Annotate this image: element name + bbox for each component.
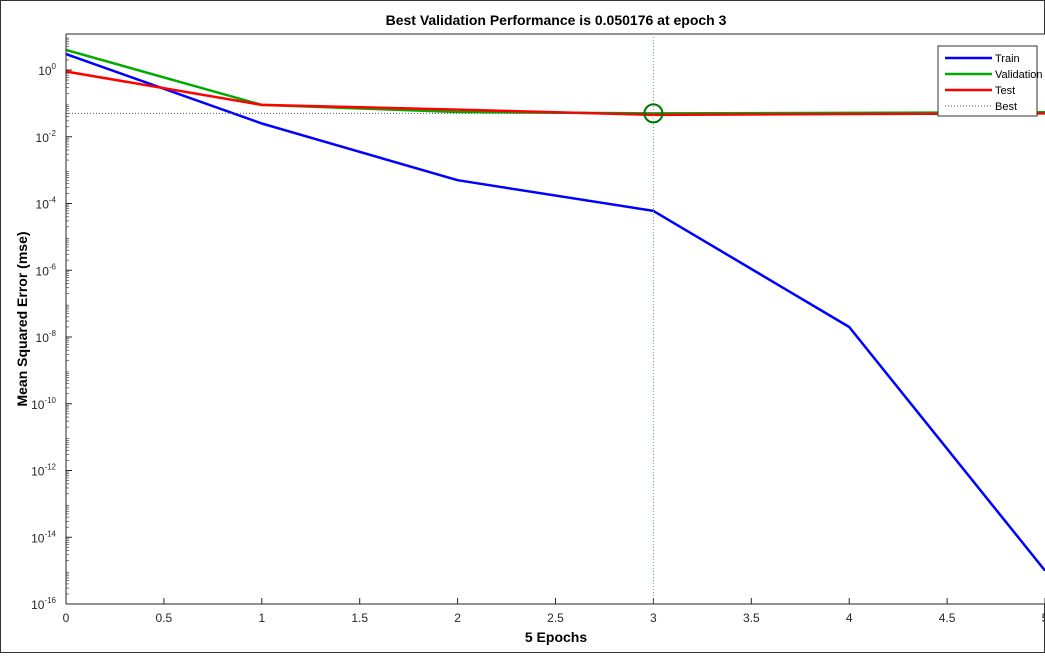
y-tick-label: 100 [38, 62, 56, 78]
y-axis-label: Mean Squared Error (mse) [14, 231, 30, 406]
legend-entry-train: Train [945, 53, 1020, 65]
y-tick-label: 10-16 [31, 596, 56, 612]
y-tick-label: 10-10 [31, 396, 56, 412]
legend-label-test: Test [995, 85, 1015, 97]
legend-entry-test: Test [945, 85, 1015, 97]
x-tick-label: 0.5 [156, 611, 173, 625]
best-marker [643, 103, 664, 124]
y-tick-label: 10-8 [36, 329, 57, 345]
x-axis-ticks: 0 0.5 1 1.5 2 2.5 3 3.5 4 4.5 5 [63, 598, 1045, 625]
x-tick-label: 2.5 [547, 611, 564, 625]
legend-entry-validation: Validation [945, 69, 1043, 81]
x-tick-label: 4.5 [939, 611, 956, 625]
x-tick-label: 3 [650, 611, 657, 625]
y-tick-label: 10-14 [31, 529, 56, 545]
plot-area [66, 34, 1045, 604]
y-tick-label: 10-2 [36, 129, 57, 145]
x-tick-label: 1.5 [351, 611, 368, 625]
legend-label-train: Train [995, 53, 1020, 65]
legend-label-best: Best [995, 101, 1017, 113]
best-lines [66, 34, 1045, 604]
series-line-train [65, 52, 1045, 572]
legend: Train Validation Test Best [937, 45, 1043, 117]
y-tick-label: 10-4 [36, 196, 57, 212]
x-tick-label: 2 [454, 611, 461, 625]
x-axis-label: 5 Epochs [525, 629, 587, 645]
x-tick-label: 5 [1042, 611, 1045, 625]
chart-title: Best Validation Performance is 0.050176 … [386, 12, 727, 28]
x-tick-label: 1 [258, 611, 265, 625]
x-tick-label: 4 [846, 611, 853, 625]
series-lines [65, 48, 1045, 572]
legend-label-validation: Validation [995, 69, 1043, 81]
series-line-test [65, 70, 1045, 117]
legend-entry-best: Best [945, 101, 1017, 113]
x-tick-label: 0 [63, 611, 70, 625]
y-axis-ticks: 100 10-2 10-4 10-6 10-8 10-10 10-12 10-14 10-16 [31, 62, 72, 612]
y-tick-label: 10-6 [36, 262, 57, 278]
y-tick-label: 10-12 [31, 463, 56, 479]
x-tick-label: 3.5 [743, 611, 760, 625]
